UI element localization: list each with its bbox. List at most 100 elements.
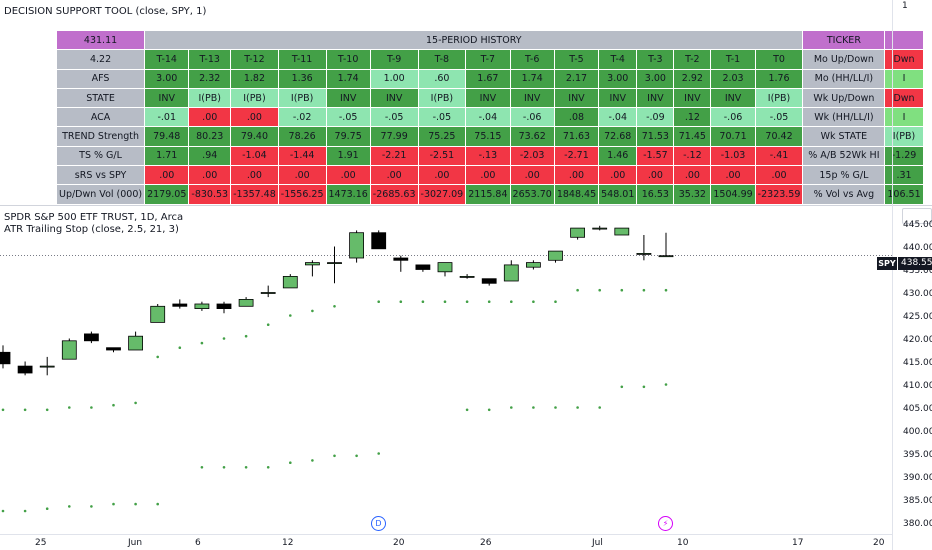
hud-col-header: T-10 bbox=[325, 49, 371, 70]
candle bbox=[658, 232, 674, 258]
candle bbox=[481, 278, 497, 286]
atr-stop-dot bbox=[289, 461, 292, 464]
hud-data-cell: -.05 bbox=[325, 107, 371, 128]
candle-body bbox=[150, 305, 166, 323]
price-axis[interactable]: 445.00 440.00 435.00 430.00 425.00 420.00 415.… bbox=[893, 212, 932, 534]
hud-ticker-label: Mo (HH/LL/I) bbox=[802, 68, 886, 89]
candle-body bbox=[614, 227, 630, 236]
price-axis-label: 395.00 bbox=[903, 449, 932, 460]
hud-data-cell: 3.00 bbox=[144, 68, 190, 89]
hud-data-cell: I(PB) bbox=[277, 87, 327, 109]
atr-stop-dot bbox=[465, 408, 469, 412]
time-axis-label: Jun bbox=[128, 538, 143, 548]
price-axis-label: 385.00 bbox=[903, 495, 932, 506]
atr-stop-dot bbox=[532, 406, 535, 409]
candle-body bbox=[636, 253, 652, 255]
hud-data-cell: .00 bbox=[509, 165, 555, 186]
hud-row-label: Up/Dwn Vol (000) bbox=[55, 184, 146, 205]
atr-stop-dot bbox=[68, 505, 71, 508]
price-axis-label: 380.00 bbox=[903, 518, 932, 529]
hud-data-cell: 1.71 bbox=[144, 145, 190, 167]
hud-data-cell: 1.36 bbox=[277, 68, 327, 89]
candle bbox=[61, 338, 77, 360]
hud-data-cell: 2.92 bbox=[673, 68, 712, 89]
time-axis-label: 20 bbox=[393, 538, 405, 548]
hud-data-cell: INV bbox=[710, 87, 756, 109]
hud-row-label: TS % G/L bbox=[55, 145, 146, 167]
hud-data-cell: INV bbox=[636, 87, 675, 109]
atr-stop-dot bbox=[134, 401, 137, 405]
candle-body bbox=[172, 303, 188, 307]
hud-data-cell: 16.53 bbox=[636, 184, 675, 205]
hud-col-header: T-3 bbox=[636, 49, 675, 70]
hud-data-cell: 75.25 bbox=[417, 126, 467, 147]
hud-data-cell: -2685.63 bbox=[369, 184, 419, 205]
hud-data-cell: 1.74 bbox=[509, 68, 555, 89]
hud-ticker-value: .31 bbox=[884, 165, 924, 186]
candle bbox=[216, 301, 232, 314]
earnings-marker-icon[interactable]: ⚡ bbox=[658, 516, 673, 531]
candle-body bbox=[349, 232, 365, 259]
hud-data-cell: 1504.99 bbox=[710, 184, 756, 205]
hud-data-row: TREND Strength 79.48 80.23 79.40 78.26 79.75 7… bbox=[55, 126, 924, 147]
hud-data-row: AFS 3.00 2.32 1.82 1.36 1.74 1.00.60 1.67 1.74 2.… bbox=[55, 68, 924, 89]
hud-data-cell: -.12 bbox=[673, 145, 712, 167]
atr-stop-dot bbox=[156, 355, 159, 359]
time-axis-label: 20 bbox=[873, 538, 885, 548]
hud-data-cell: 1.74 bbox=[325, 68, 371, 89]
top-axis-label: 1 bbox=[902, 1, 908, 11]
atr-stop-dot bbox=[244, 334, 248, 338]
hud-data-cell: .00 bbox=[188, 165, 232, 186]
price-axis-label: 390.00 bbox=[903, 472, 932, 483]
candle-body bbox=[548, 250, 563, 261]
symbol-tag: SPY bbox=[877, 257, 897, 270]
hud-data-cell: .00 bbox=[754, 165, 804, 186]
hud-data-cell: -.02 bbox=[277, 107, 327, 128]
candle-body bbox=[304, 262, 320, 266]
main-pane-title: SPDR S&P 500 ETF TRUST, 1D, Arca bbox=[4, 212, 184, 223]
hud-data-cell: 77.99 bbox=[369, 126, 419, 147]
candle-body bbox=[194, 303, 210, 309]
pane-divider[interactable] bbox=[0, 205, 932, 206]
hud-col-header: T-13 bbox=[188, 49, 232, 70]
price-axis-label: 415.00 bbox=[903, 357, 932, 368]
hud-data-cell: -.13 bbox=[465, 145, 511, 167]
hud-data-cell: .08 bbox=[553, 107, 600, 128]
hud-data-cell: .00 bbox=[230, 165, 279, 186]
candle bbox=[592, 225, 608, 231]
hud-data-cell: 80.23 bbox=[188, 126, 232, 147]
hud-data-cell: 72.68 bbox=[598, 126, 638, 147]
candle bbox=[39, 356, 55, 376]
hud-row-label: ACA bbox=[55, 107, 146, 128]
candle bbox=[614, 227, 630, 236]
price-chart[interactable] bbox=[0, 212, 892, 534]
hud-corner-cell bbox=[884, 29, 924, 51]
hud-data-cell: 2.32 bbox=[188, 68, 232, 89]
hud-data-cell: 70.71 bbox=[710, 126, 756, 147]
hud-data-cell: 71.45 bbox=[673, 126, 712, 147]
time-axis[interactable]: 25 Jun 6 12 20 26 Jul 10 17 20 bbox=[0, 534, 892, 550]
hud-col-header: T-1 bbox=[710, 49, 756, 70]
atr-stop-dot bbox=[377, 452, 381, 455]
decision-support-table: 431.11 15-PERIOD HISTORY TICKER 4.22 T-14 T-1… bbox=[55, 29, 924, 205]
atr-stop-dot bbox=[45, 507, 49, 511]
hud-data-row: STATE INV I(PB) I(PB) I(PB) INV INV I(PB) INV INV… bbox=[55, 87, 924, 109]
hud-data-cell: INV bbox=[553, 87, 600, 109]
last-price-tag: 438.55 bbox=[898, 257, 932, 270]
candle-body bbox=[393, 257, 409, 261]
hud-col-header: T0 bbox=[754, 49, 804, 70]
hud-data-cell: -.06 bbox=[710, 107, 756, 128]
atr-stop-dot bbox=[333, 454, 336, 458]
candle-body bbox=[327, 262, 342, 264]
candle bbox=[437, 262, 453, 277]
hud-data-cell: 3.00 bbox=[598, 68, 638, 89]
hud-header-row: 431.11 15-PERIOD HISTORY TICKER bbox=[55, 29, 924, 51]
dividend-marker[interactable]: D bbox=[371, 516, 386, 531]
time-axis-label: 17 bbox=[792, 538, 804, 548]
hud-col-header: T-5 bbox=[553, 49, 600, 70]
hud-data-cell: -.05 bbox=[417, 107, 467, 128]
hud-data-cell: .60 bbox=[417, 68, 467, 89]
hud-data-cell: -.01 bbox=[144, 107, 190, 128]
hud-col-header: T-11 bbox=[277, 49, 327, 70]
candle-body bbox=[17, 365, 33, 374]
